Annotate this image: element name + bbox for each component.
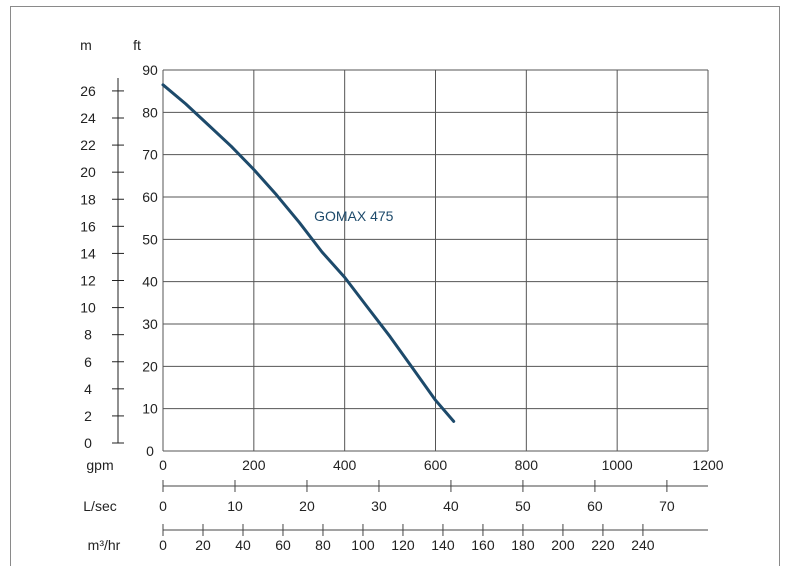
x-tick-label-m3hr: 160 — [471, 537, 495, 553]
y-tick-label-ft: 70 — [142, 147, 158, 163]
y-tick-label-m: 18 — [80, 191, 96, 207]
x-tick-label-m3hr: 80 — [315, 537, 331, 553]
x-tick-label-lsec: 40 — [443, 498, 459, 514]
y-tick-label-m: 6 — [84, 354, 92, 370]
x-tick-label-gpm: 0 — [159, 457, 167, 473]
x-tick-label-lsec: 70 — [659, 498, 675, 514]
series-line-gomax-475 — [161, 83, 456, 423]
x-tick-label-m3hr: 20 — [195, 537, 211, 553]
x-tick-label-lsec: 10 — [227, 498, 243, 514]
y-tick-label-m: 24 — [80, 110, 96, 126]
y-tick-label-ft: 60 — [142, 189, 158, 205]
x-tick-label-m3hr: 240 — [631, 537, 655, 553]
x-tick-label-gpm: 800 — [515, 457, 539, 473]
x-tick-label-gpm: 200 — [242, 457, 266, 473]
y-tick-label-m: 16 — [80, 218, 96, 234]
x-tick-label-gpm: 600 — [424, 457, 448, 473]
y-tick-label-m: 0 — [84, 435, 92, 451]
y-tick-label-ft: 90 — [142, 62, 158, 78]
x-tick-label-gpm: 1000 — [602, 457, 633, 473]
y-tick-label-ft: 80 — [142, 104, 158, 120]
x-tick-label-lsec: 30 — [371, 498, 387, 514]
y-unit-ft: ft — [133, 37, 141, 53]
x-unit-gpm: gpm — [86, 457, 113, 473]
y-tick-label-ft: 50 — [142, 231, 158, 247]
y-tick-label-ft: 40 — [142, 274, 158, 290]
x-tick-label-lsec: 20 — [299, 498, 315, 514]
x-tick-label-m3hr: 120 — [391, 537, 415, 553]
y-tick-label-ft: 0 — [146, 443, 154, 459]
chart-frame — [10, 6, 780, 566]
y-tick-label-m: 26 — [80, 83, 96, 99]
x-tick-label-m3hr: 0 — [159, 537, 167, 553]
y-tick-label-m: 10 — [80, 300, 96, 316]
x-tick-label-lsec: 0 — [159, 498, 167, 514]
x-tick-label-m3hr: 200 — [551, 537, 575, 553]
x-tick-label-m3hr: 40 — [235, 537, 251, 553]
y-unit-m: m — [80, 37, 92, 53]
y-tick-label-m: 2 — [84, 408, 92, 424]
y-tick-label-m: 14 — [80, 245, 96, 261]
x-tick-label-gpm: 400 — [333, 457, 357, 473]
y-tick-label-ft: 30 — [142, 316, 158, 332]
x-tick-label-m3hr: 180 — [511, 537, 535, 553]
x-tick-label-m3hr: 220 — [591, 537, 615, 553]
x-tick-label-m3hr: 60 — [275, 537, 291, 553]
y-tick-label-m: 22 — [80, 137, 96, 153]
x-tick-label-m3hr: 100 — [351, 537, 375, 553]
y-tick-label-ft: 10 — [142, 401, 158, 417]
x-unit-m3hr: m³/hr — [88, 537, 121, 553]
y-tick-label-m: 12 — [80, 273, 96, 289]
x-unit-lsec: L/sec — [83, 498, 116, 514]
y-tick-label-m: 20 — [80, 164, 96, 180]
y-tick-label-m: 8 — [84, 327, 92, 343]
series-label: GOMAX 475 — [314, 208, 394, 224]
y-tick-label-ft: 20 — [142, 358, 158, 374]
x-tick-label-gpm: 1200 — [692, 457, 723, 473]
y-tick-label-m: 4 — [84, 381, 92, 397]
x-tick-label-lsec: 50 — [515, 498, 531, 514]
x-tick-label-lsec: 60 — [587, 498, 603, 514]
x-tick-label-m3hr: 140 — [431, 537, 455, 553]
